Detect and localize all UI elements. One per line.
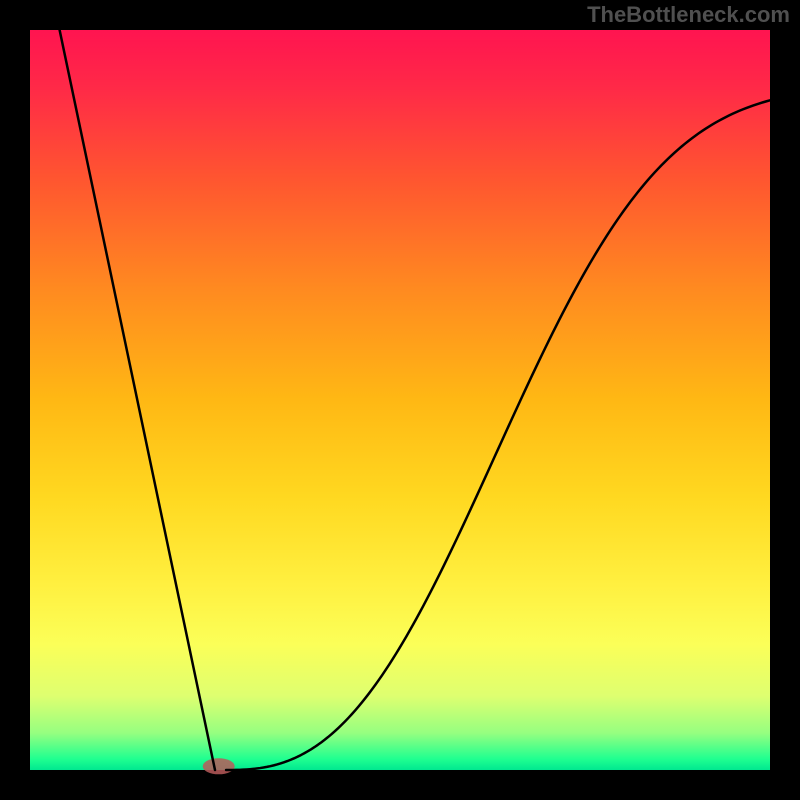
minimum-marker: [203, 758, 235, 774]
watermark-text: TheBottleneck.com: [587, 2, 790, 28]
bottleneck-chart: [0, 0, 800, 800]
chart-container: { "watermark": { "text": "TheBottleneck.…: [0, 0, 800, 800]
chart-background: [30, 30, 770, 770]
